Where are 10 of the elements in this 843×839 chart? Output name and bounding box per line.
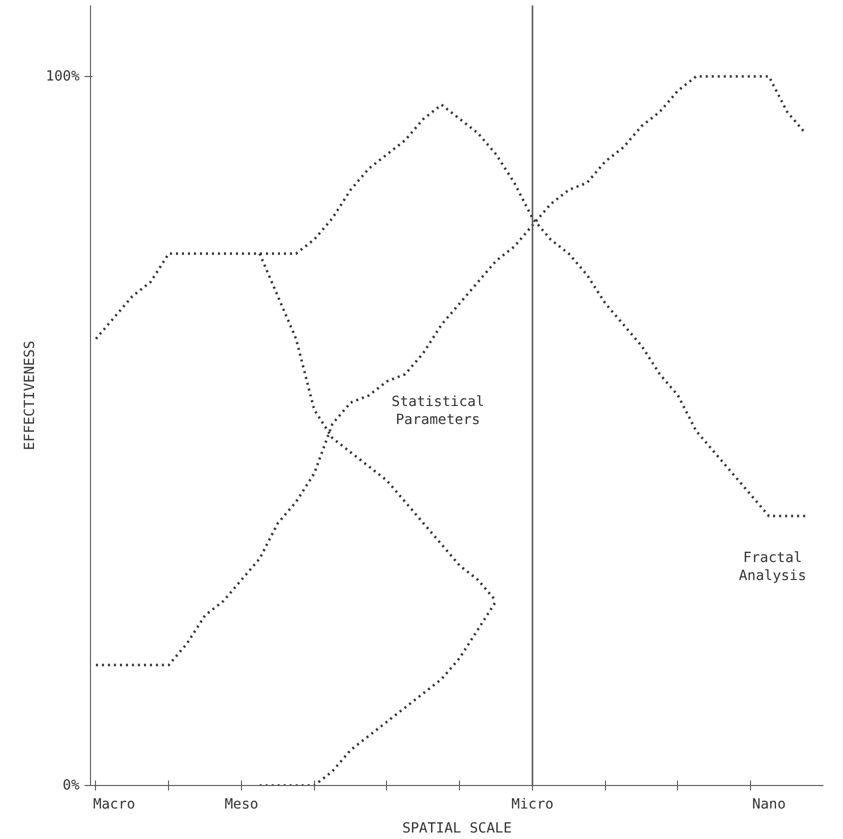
x-tick-label: Macro: [93, 796, 136, 812]
y-axis-title: EFFECTIVENESS: [22, 340, 38, 450]
x-axis-title: SPATIAL SCALE: [402, 820, 512, 836]
annotation: Fractal Analysis: [738, 550, 806, 584]
x-tick-label: Micro: [511, 796, 554, 812]
y-tick-label: 100%: [46, 68, 80, 84]
y-tick-label: 0%: [62, 778, 80, 794]
x-tick-label: Nano: [752, 796, 786, 812]
annotation: Statistical Parameters: [392, 394, 484, 428]
x-tick-label: Meso: [224, 796, 258, 812]
